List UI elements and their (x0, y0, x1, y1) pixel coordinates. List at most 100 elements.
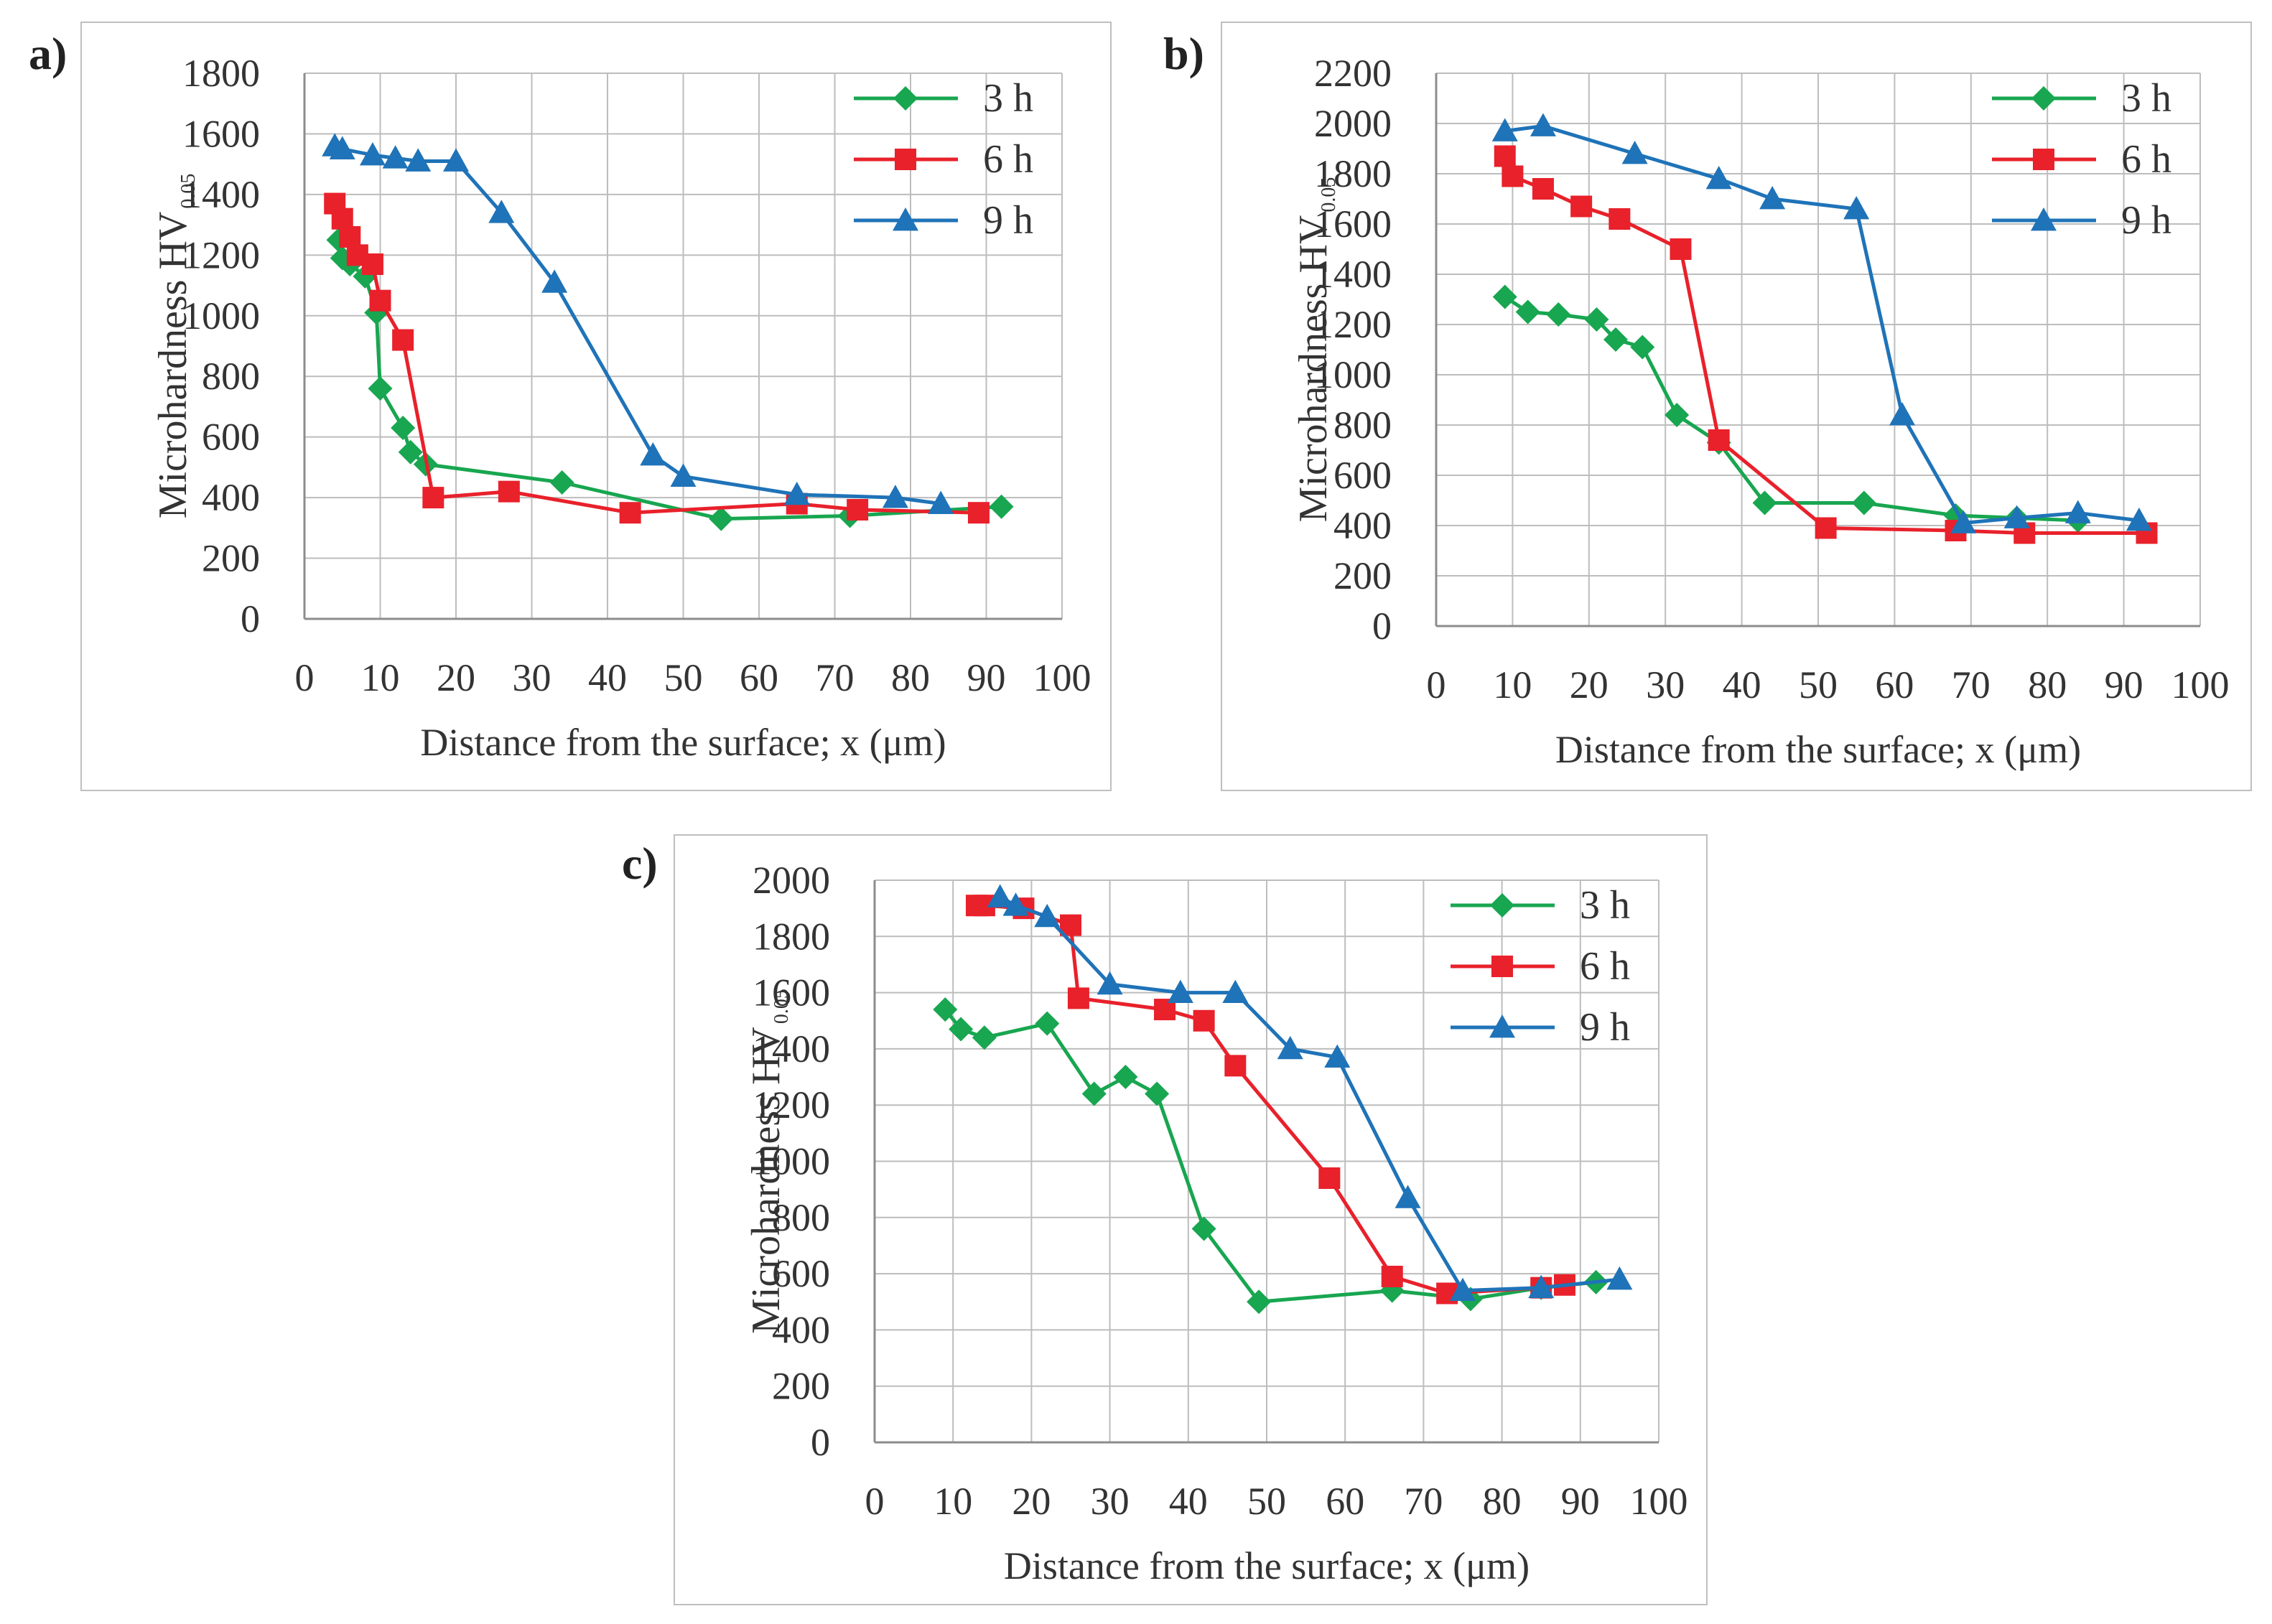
legend-marker (893, 86, 918, 111)
data-point (1502, 165, 1524, 187)
data-point (1705, 166, 1732, 190)
legend-marker (2031, 207, 2057, 231)
legend-label: 3 h (1580, 883, 1630, 928)
data-point (1035, 1011, 1060, 1036)
x-tick-label: 60 (1875, 663, 1914, 706)
y-tick-label: 0 (811, 1421, 830, 1464)
data-point (1815, 517, 1837, 539)
y-tick-label: 1400 (182, 173, 260, 216)
data-point (1081, 1081, 1107, 1106)
x-tick-label: 30 (1646, 663, 1685, 706)
y-tick-label: 400 (772, 1308, 830, 1351)
data-point (498, 480, 520, 503)
data-point (972, 1025, 997, 1050)
data-point (339, 226, 361, 248)
y-tick-label: 0 (1372, 605, 1392, 648)
data-point (1224, 1055, 1247, 1077)
chart-panel-a: 0 10 20 30 40 50 60 70 80 90 100 0 200 400 600 800 1000 1… (80, 22, 1112, 791)
data-point (1002, 892, 1029, 916)
x-tick-label: 80 (2028, 663, 2067, 706)
x-tick-label: 100 (1033, 656, 1091, 699)
legend-item: 9 h (1451, 1005, 1630, 1050)
y-tick-label: 1000 (182, 294, 260, 337)
data-point (1708, 429, 1730, 451)
series-3h (1492, 284, 2090, 533)
data-point (369, 289, 391, 312)
x-tick-label: 40 (1169, 1480, 1208, 1523)
data-point (989, 494, 1014, 519)
legend-label: 9 h (983, 198, 1033, 243)
chart-panel-b: 0 10 20 30 40 50 60 70 80 90 100 0 200 400 600 800 1000 1… (1221, 22, 2252, 791)
data-point (1034, 903, 1061, 928)
legend-label: 6 h (1580, 944, 1630, 989)
x-tick-label: 20 (1012, 1480, 1051, 1523)
legend-item: 9 h (854, 198, 1033, 243)
data-point (1528, 1274, 1555, 1299)
data-point (361, 253, 383, 275)
legend-item: 3 h (1992, 76, 2171, 121)
x-tick-label: 30 (513, 656, 551, 699)
y-tick-label: 1200 (753, 1083, 830, 1126)
data-point (709, 506, 734, 531)
series-line (1503, 155, 2147, 535)
legend-marker (2033, 149, 2054, 170)
panel-label-c: c) (622, 838, 658, 889)
y-tick-label: 1200 (1314, 303, 1392, 346)
series-9h (322, 133, 954, 514)
data-point (1584, 307, 1609, 332)
data-point (392, 329, 414, 351)
x-tick-label: 0 (1427, 663, 1446, 706)
data-point (1546, 302, 1571, 327)
series-6h (1494, 145, 2158, 544)
y-tick-label: 1800 (1314, 152, 1392, 195)
x-tick-label: 30 (1091, 1480, 1130, 1523)
legend-marker (1490, 893, 1514, 918)
x-tick-label: 0 (295, 656, 315, 699)
y-axis-title: Microhardness HV0.05 (744, 989, 793, 1334)
data-point (1889, 402, 1916, 426)
x-tick-label: 40 (1723, 663, 1761, 706)
x-tick-label: 40 (588, 656, 627, 699)
y-tick-label: 1800 (182, 52, 260, 95)
x-tick-label: 70 (1404, 1480, 1443, 1523)
data-point (391, 416, 416, 440)
legend-marker (895, 149, 916, 170)
chart-panel-c: 0 10 20 30 40 50 60 70 80 90 100 0 200 400 600 800 1000 1… (674, 834, 1708, 1605)
data-point (847, 499, 869, 521)
series-line (944, 1008, 1596, 1304)
x-tick-label: 90 (967, 656, 1006, 699)
data-point (1759, 186, 1786, 210)
legend-item: 6 h (1992, 137, 2171, 182)
legend-marker (893, 207, 918, 231)
data-point (1145, 1081, 1170, 1106)
data-point (1606, 1266, 1633, 1290)
data-point (541, 269, 568, 293)
y-tick-label: 200 (1333, 554, 1392, 597)
data-point (2064, 500, 2091, 523)
data-point (1603, 327, 1629, 352)
x-tick-label: 0 (865, 1480, 885, 1523)
chart-svg-a: 0 10 20 30 40 50 60 70 80 90 100020040060080010001… (151, 52, 1091, 764)
x-tick-label: 90 (1561, 1480, 1600, 1523)
legend-marker (2031, 86, 2056, 111)
y-tick-label: 0 (241, 597, 260, 640)
data-point (1530, 113, 1556, 136)
data-point (1532, 178, 1554, 200)
y-tick-label: 2200 (1314, 52, 1392, 95)
data-point (1222, 979, 1249, 1003)
x-tick-label: 20 (437, 656, 475, 699)
data-point (987, 884, 1013, 907)
gridlines (1435, 73, 2201, 627)
data-point (619, 502, 641, 524)
data-point (1665, 403, 1690, 427)
x-tick-label: 80 (891, 656, 930, 699)
series-9h (1491, 113, 2152, 533)
y-axis-title: Microhardness HV0.05 (1291, 177, 1340, 523)
y-tick-label: 400 (1333, 504, 1392, 547)
legend-item: 6 h (854, 137, 1033, 182)
y-tick-label: 600 (1333, 454, 1392, 497)
x-axis-title: Distance from the surface; x (μm) (1004, 1544, 1530, 1587)
data-point (488, 200, 515, 223)
data-point (1608, 208, 1631, 230)
x-tick-label: 70 (1952, 663, 1991, 706)
